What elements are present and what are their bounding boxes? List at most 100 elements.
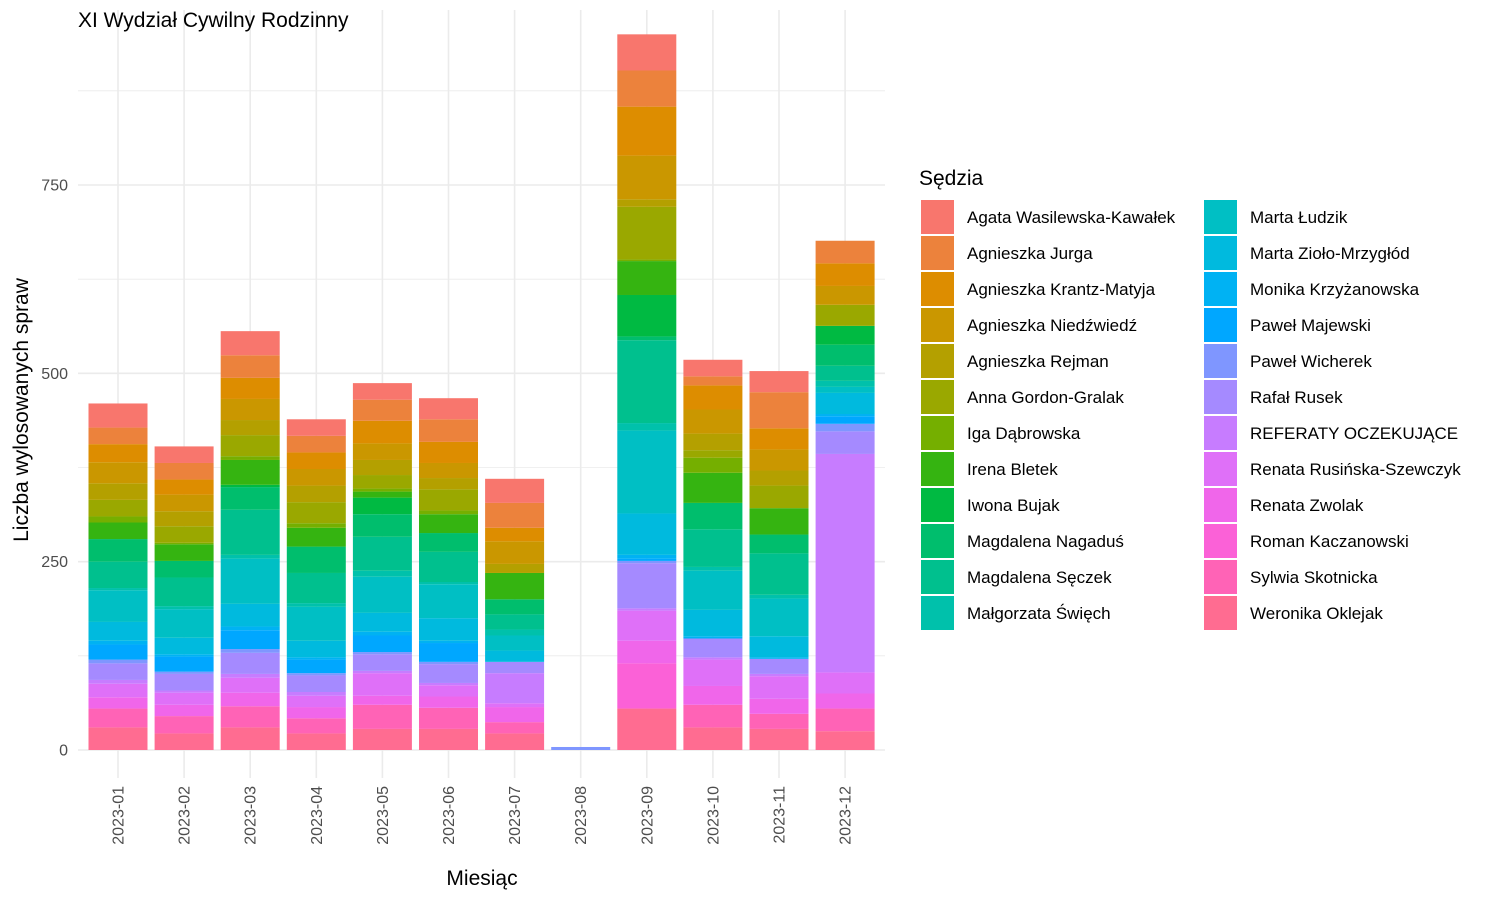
bar-segment	[286, 707, 346, 719]
bar-segment	[220, 626, 280, 631]
bar-segment	[352, 631, 412, 636]
bar-segment	[617, 155, 677, 200]
bar-segment	[352, 383, 412, 400]
bar-segment	[352, 576, 412, 613]
bar-segment	[352, 399, 412, 421]
x-tick-label: 2023-05	[375, 786, 392, 845]
legend-label: Iga Dąbrowska	[967, 424, 1081, 443]
legend-label: Agnieszka Niedźwiedź	[967, 316, 1137, 335]
legend-label: Irena Bletek	[967, 460, 1058, 479]
bar-segment	[749, 428, 809, 450]
legend-key	[921, 344, 954, 378]
bar-segment	[683, 433, 743, 451]
bar-segment	[815, 708, 875, 732]
y-tick-label: 250	[41, 554, 68, 571]
legend-key	[921, 200, 954, 234]
bar-segment	[220, 677, 280, 693]
bar-segment	[220, 459, 280, 485]
bar-segment	[749, 553, 809, 595]
bar-segment	[220, 652, 280, 674]
bar-segment	[88, 621, 148, 641]
legend-item: Monika Krzyżanowska	[1204, 272, 1420, 306]
bar-segment	[88, 427, 148, 445]
bar-segment	[617, 294, 677, 337]
legend-item: Sylwia Skotnicka	[1204, 560, 1378, 594]
bar-segment	[220, 692, 280, 707]
bar-segment	[352, 536, 412, 571]
bar-segment	[617, 640, 677, 664]
bar-segment	[749, 470, 809, 486]
legend-label: Marta Zioło-Mrzygłód	[1250, 244, 1410, 263]
bar-segment	[220, 487, 280, 510]
bar-segment	[617, 558, 677, 561]
bar-segment	[154, 560, 214, 578]
legend-key	[921, 452, 954, 486]
legend-label: Magdalena Sęczek	[967, 568, 1112, 587]
legend-label: Renata Rusińska-Szewczyk	[1250, 460, 1461, 479]
bar-segment	[352, 488, 412, 492]
bar-segment	[815, 431, 875, 454]
x-tick-label: 2023-11	[772, 786, 789, 844]
bar-segment	[683, 376, 743, 386]
legend-item: Agnieszka Rejman	[921, 344, 1109, 378]
bar-segment	[286, 657, 346, 660]
bar-segment	[154, 544, 214, 561]
bar-segment	[286, 659, 346, 674]
legend-title: Sędzia	[919, 167, 984, 190]
bar-segment	[220, 558, 280, 604]
legend-key	[921, 272, 954, 306]
bar-segment	[485, 650, 545, 662]
y-tick-label: 0	[59, 743, 68, 760]
bar-segment	[617, 340, 677, 424]
bar-segment	[683, 704, 743, 728]
bar-segment	[617, 554, 677, 559]
bar-segment	[683, 570, 743, 610]
bar-segment	[683, 638, 743, 658]
bar-segment	[485, 478, 545, 503]
legend-label: Weronika Oklejak	[1250, 604, 1383, 623]
bar-segment	[749, 371, 809, 393]
bar-segment	[617, 563, 677, 609]
bar-segment	[154, 692, 214, 705]
bar-segment	[683, 529, 743, 567]
legend-label: Agnieszka Jurga	[967, 244, 1093, 263]
bar-segment	[220, 706, 280, 728]
bar-segment	[815, 386, 875, 393]
bar-segment	[485, 635, 545, 651]
bar-segment	[88, 708, 148, 728]
bar-segment	[88, 683, 148, 698]
bar-segment	[88, 697, 148, 709]
bar-segment	[617, 608, 677, 611]
legend-label: Iwona Bujak	[967, 496, 1060, 515]
legend-key	[921, 560, 954, 594]
bar-segment	[617, 430, 677, 514]
bar-segment	[352, 514, 412, 537]
bar-segment	[220, 630, 280, 650]
legend-item: Magdalena Nagaduś	[921, 524, 1124, 558]
legend-item: Paweł Majewski	[1204, 308, 1371, 342]
legend-key	[921, 380, 954, 414]
bar-segment	[617, 70, 677, 107]
bar-segment	[286, 733, 346, 750]
bar-segment	[88, 663, 148, 680]
bar-segment	[683, 657, 743, 660]
bar-segment	[617, 261, 677, 295]
bar-segment	[419, 462, 478, 479]
legend-key	[921, 524, 954, 558]
bar-segment	[683, 450, 743, 458]
legend-key	[921, 236, 954, 270]
legend-key	[1204, 236, 1237, 270]
x-tick-label: 2023-07	[507, 786, 524, 845]
bar-segment	[683, 359, 743, 377]
y-axis: 0 250 500 750	[41, 178, 68, 760]
bar-segment	[749, 676, 809, 699]
bar-segment	[154, 577, 214, 607]
bar-segment	[88, 539, 148, 562]
bar-segment	[683, 685, 743, 705]
bar-segment	[749, 658, 809, 674]
bar-segment	[220, 398, 280, 421]
legend-key	[1204, 452, 1237, 486]
bar-segment	[683, 659, 743, 686]
bar-segment	[154, 671, 214, 674]
bar-segment	[485, 661, 545, 674]
